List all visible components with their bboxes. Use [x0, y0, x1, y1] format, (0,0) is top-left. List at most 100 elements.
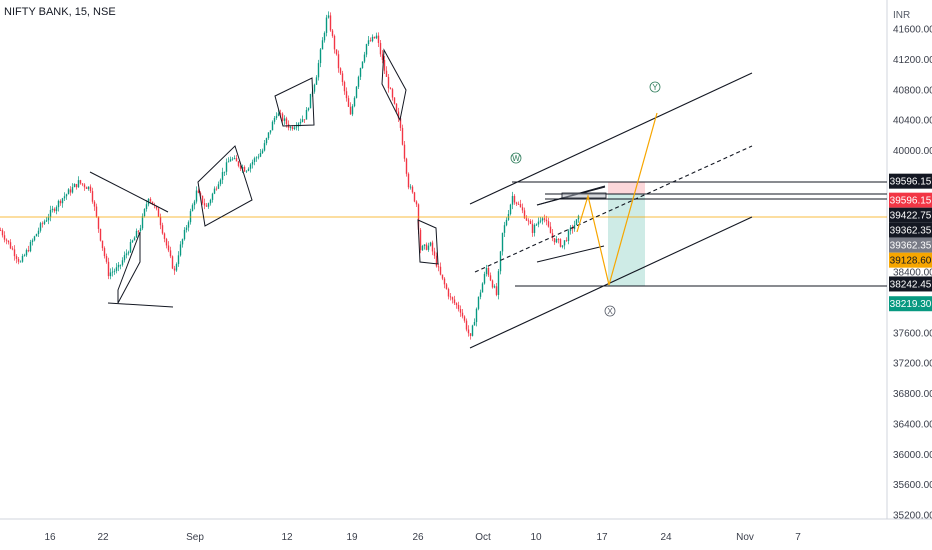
candle-body: [15, 256, 18, 259]
wave-label-w: W: [512, 154, 520, 163]
candle-body: [171, 256, 174, 269]
candle-body: [347, 98, 350, 107]
candle-body: [261, 150, 264, 154]
y-tick-label: 37600.00: [893, 328, 932, 339]
candle-body: [517, 203, 520, 205]
candle-body: [545, 219, 548, 222]
candle-body: [235, 158, 238, 162]
candle-body: [299, 121, 302, 124]
candle-body: [425, 244, 428, 250]
candle-body: [267, 132, 270, 139]
candle-body: [315, 77, 318, 85]
candle-body: [471, 325, 474, 336]
triangle-oct: [417, 219, 439, 265]
candle-body: [185, 227, 188, 230]
risk-zone: [608, 182, 645, 194]
svg-text:38242.45: 38242.45: [890, 279, 932, 290]
candle-body: [329, 15, 332, 31]
price-label: 38242.45: [889, 276, 932, 292]
axis-frame: [0, 0, 932, 520]
candle-body: [429, 242, 432, 246]
candle-body: [477, 296, 480, 309]
candle-body: [173, 268, 176, 271]
candle-body: [303, 119, 306, 121]
candle-body: [283, 118, 286, 121]
candle-body: [223, 171, 226, 173]
candle-body: [409, 186, 412, 188]
candle-body: [155, 205, 158, 209]
candle-body: [251, 161, 254, 165]
candle-body: [361, 61, 364, 69]
candle-body: [231, 158, 234, 160]
x-tick-label: 19: [346, 532, 358, 543]
candle-body: [65, 194, 68, 197]
candle-body: [19, 261, 22, 263]
candle-body: [75, 184, 78, 188]
candle-body: [527, 220, 530, 222]
candle-body: [205, 205, 208, 207]
candle-body: [363, 54, 366, 62]
candle-body: [449, 296, 452, 298]
candle-body: [3, 235, 6, 240]
candle-body: [73, 184, 76, 188]
candle-body: [67, 189, 70, 195]
candle-body: [563, 240, 566, 246]
price-label: 39362.35: [889, 222, 932, 238]
candle-body: [139, 228, 142, 231]
candle-body: [555, 239, 558, 243]
candle-body: [367, 40, 370, 45]
candle-body: [503, 225, 506, 233]
candle-body: [499, 251, 502, 272]
candle-body: [263, 143, 266, 151]
x-tick-label: 7: [795, 532, 801, 543]
candle-body: [37, 230, 40, 235]
candle-body: [371, 36, 374, 42]
candle-body: [501, 232, 504, 252]
candle-body: [219, 179, 222, 185]
candle-body: [323, 32, 326, 41]
candle-body: [63, 196, 66, 199]
candle-body: [239, 165, 242, 169]
candle-body: [191, 205, 194, 212]
candle-body: [577, 215, 580, 220]
candle-body: [279, 113, 282, 115]
wave-labels: W Y X: [510, 81, 661, 317]
candle-body: [119, 264, 122, 266]
candle-body: [47, 217, 50, 221]
candle-body: [273, 117, 276, 122]
candle-body: [519, 204, 522, 208]
candle-body: [281, 113, 284, 121]
candle-body: [573, 225, 576, 230]
candle-body: [51, 208, 54, 210]
candle-body: [167, 245, 170, 251]
candle-body: [423, 244, 426, 246]
candle-body: [211, 193, 214, 200]
candle-body: [351, 106, 354, 115]
candle-body: [327, 15, 330, 18]
candle-body: [169, 250, 172, 257]
candle-body: [115, 267, 118, 271]
candle-body: [61, 198, 64, 204]
candle-body: [541, 218, 544, 221]
candle-body: [513, 195, 516, 203]
candle-body: [375, 35, 378, 39]
candle-body: [157, 208, 160, 217]
reward-zone: [608, 194, 645, 286]
candle-body: [31, 240, 34, 243]
candle-body: [509, 204, 512, 214]
candle-body: [225, 162, 228, 172]
candle-body: [529, 221, 532, 224]
candle-body: [85, 187, 88, 189]
candle-body: [345, 91, 348, 99]
candle-body: [357, 76, 360, 87]
candle-body: [275, 115, 278, 118]
candle-body: [397, 111, 400, 119]
candle-body: [473, 322, 476, 326]
price-labels: 39596.15 39596.15 39422.75 39362.35 39362.35…: [889, 173, 932, 312]
y-tick-label: 40000.00: [893, 146, 932, 157]
candle-body: [159, 216, 162, 226]
svg-text:39596.15: 39596.15: [890, 196, 932, 207]
candle-body: [391, 89, 394, 98]
candle-body: [481, 283, 484, 293]
